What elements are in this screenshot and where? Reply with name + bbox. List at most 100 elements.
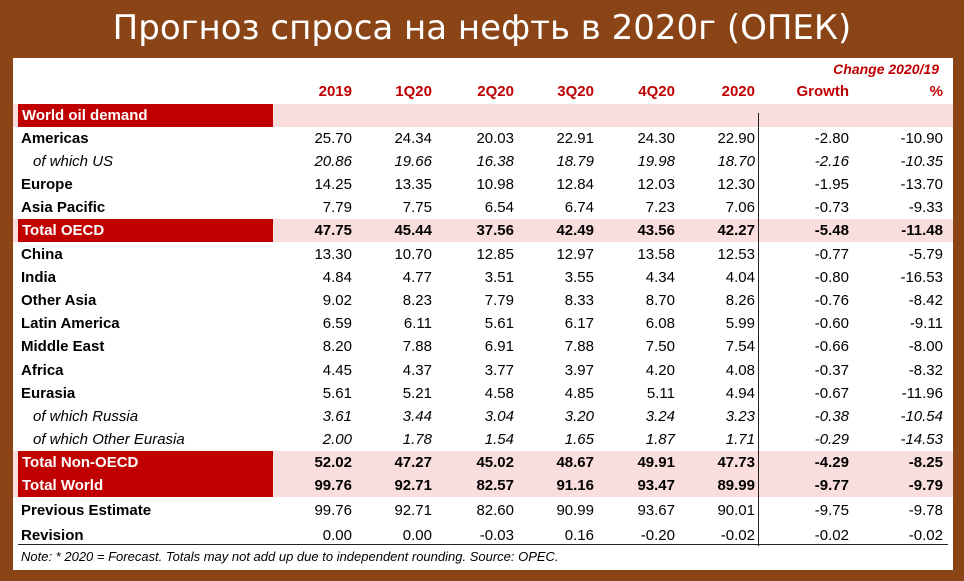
table-cell: 5.21 xyxy=(402,385,432,402)
table-row: Revision 0.00 0.00 -0.03 0.16 -0.20 -0.02 -0.02… xyxy=(13,524,953,547)
table-cell: 7.54 xyxy=(725,338,755,355)
table-cell: 93.47 xyxy=(637,477,675,494)
table-row: of which US 20.86 19.66 16.38 18.79 19.98 18.7… xyxy=(13,150,953,173)
table-row: Middle East 8.20 7.88 6.91 7.88 7.50 7.54 -0.66… xyxy=(13,335,953,358)
table-row: Total OECD 47.75 45.44 37.56 42.49 43.56 42.27… xyxy=(13,219,953,242)
table-cell: -11.96 xyxy=(901,385,943,402)
table-cell: 8.70 xyxy=(645,292,675,309)
table-cell: -0.20 xyxy=(640,527,675,544)
table-cell: -8.00 xyxy=(908,338,943,355)
table-cell: 49.91 xyxy=(637,454,675,471)
table-cell: 22.91 xyxy=(556,130,594,147)
note-divider xyxy=(18,544,948,545)
table-cell: 0.00 xyxy=(402,527,432,544)
table-cell: 48.67 xyxy=(556,454,594,471)
table-cell: 5.99 xyxy=(725,315,755,332)
table-cell: -0.38 xyxy=(814,408,849,425)
table-cell: 8.33 xyxy=(564,292,594,309)
row-label: of which Other Eurasia xyxy=(33,431,185,448)
table-cell: 12.53 xyxy=(717,246,755,263)
table-cell: 7.88 xyxy=(564,338,594,355)
table-cell: 6.59 xyxy=(322,315,352,332)
table-cell: 13.35 xyxy=(394,176,432,193)
table-cell: 92.71 xyxy=(394,502,432,519)
table-cell: -13.70 xyxy=(900,176,943,193)
table-row: Americas 25.70 24.34 20.03 22.91 24.30 22.90 -2… xyxy=(13,127,953,150)
table-cell: 4.77 xyxy=(402,269,432,286)
table-cell: -0.73 xyxy=(814,199,849,216)
table-cell: -9.78 xyxy=(908,502,943,519)
table-cell: -1.95 xyxy=(814,176,849,193)
table-cell: 25.70 xyxy=(314,130,352,147)
table-row: Total World 99.76 92.71 82.57 91.16 93.47 89.9… xyxy=(13,474,953,497)
table-cell: 0.00 xyxy=(322,527,352,544)
table-cell: 8.23 xyxy=(402,292,432,309)
table-cell: 7.75 xyxy=(402,199,432,216)
table-cell: 4.20 xyxy=(645,362,675,379)
table-cell: -0.29 xyxy=(814,431,849,448)
table-cell: 5.61 xyxy=(484,315,514,332)
table-cell: 3.55 xyxy=(564,269,594,286)
table-cell: 4.04 xyxy=(725,269,755,286)
table-cell: 8.26 xyxy=(725,292,755,309)
table-cell: 0.16 xyxy=(564,527,594,544)
table-cell: 19.66 xyxy=(394,153,432,170)
table-cell: 45.44 xyxy=(394,222,432,239)
table-cell: 4.37 xyxy=(402,362,432,379)
table-cell: -10.54 xyxy=(900,408,943,425)
row-label: of which Russia xyxy=(33,408,139,425)
table-cell: 90.01 xyxy=(717,502,755,519)
row-label: of which US xyxy=(33,153,114,170)
table-cell: -9.77 xyxy=(814,477,849,494)
table-cell: 22.90 xyxy=(717,130,755,147)
table-cell: -8.42 xyxy=(908,292,943,309)
column-header: 1Q20 xyxy=(395,83,432,100)
column-header-row: 2019 1Q20 2Q20 3Q20 4Q20 2020 Growth % xyxy=(13,80,953,103)
row-label: Total World xyxy=(22,477,104,494)
table-cell: -10.90 xyxy=(900,130,943,147)
table-cell: 19.98 xyxy=(637,153,675,170)
table-cell: 3.61 xyxy=(322,408,352,425)
table-cell: 4.85 xyxy=(564,385,594,402)
table-cell: 14.25 xyxy=(314,176,352,193)
column-header: 2Q20 xyxy=(477,83,514,100)
table-cell: 4.45 xyxy=(322,362,352,379)
table-row: of which Russia 3.61 3.44 3.04 3.20 3.24 3.23 -… xyxy=(13,405,953,428)
table-cell: 5.61 xyxy=(322,385,352,402)
column-header: % xyxy=(929,83,943,100)
table-cell: 89.99 xyxy=(717,477,755,494)
table-cell: 45.02 xyxy=(476,454,514,471)
column-header: 2020 xyxy=(721,83,755,100)
table-cell: 12.97 xyxy=(556,246,594,263)
table-cell: 6.54 xyxy=(484,199,514,216)
table-cell: 10.98 xyxy=(476,176,514,193)
column-divider xyxy=(758,113,759,546)
row-label: Middle East xyxy=(21,338,105,355)
table-cell: 4.84 xyxy=(322,269,352,286)
section-header-row: World oil demand xyxy=(13,104,953,127)
table-row: China 13.30 10.70 12.85 12.97 13.58 12.53 -0.77… xyxy=(13,243,953,266)
row-label: Previous Estimate xyxy=(21,502,152,519)
row-label: Africa xyxy=(21,362,64,379)
table-cell: 3.77 xyxy=(484,362,514,379)
table-cell: 93.67 xyxy=(637,502,675,519)
table-row: Europe 14.25 13.35 10.98 12.84 12.03 12.30 -1.9… xyxy=(13,173,953,196)
table-cell: 3.51 xyxy=(484,269,514,286)
table-cell: 3.20 xyxy=(564,408,594,425)
table-cell: 90.99 xyxy=(556,502,594,519)
table-cell: 9.02 xyxy=(322,292,352,309)
table-cell: 47.73 xyxy=(717,454,755,471)
table-cell: 3.97 xyxy=(564,362,594,379)
table-cell: 7.06 xyxy=(725,199,755,216)
table-cell: -0.76 xyxy=(814,292,849,309)
table-cell: 43.56 xyxy=(637,222,675,239)
table-cell: 20.03 xyxy=(476,130,514,147)
table-cell: -0.02 xyxy=(720,527,755,544)
table-cell: -9.11 xyxy=(909,315,943,332)
table-cell: 24.34 xyxy=(394,130,432,147)
table-cell: 7.79 xyxy=(322,199,352,216)
table-cell: -4.29 xyxy=(814,454,849,471)
table-cell: 82.60 xyxy=(476,502,514,519)
table-cell: 7.88 xyxy=(402,338,432,355)
table-cell: 13.30 xyxy=(314,246,352,263)
